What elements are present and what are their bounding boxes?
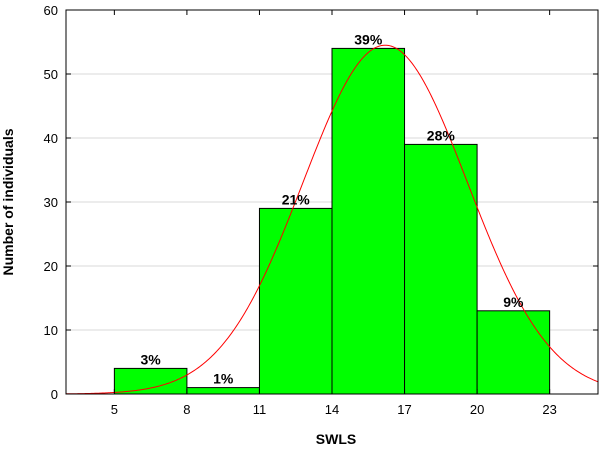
histogram-bar (113, 367, 188, 395)
histogram-bar (331, 47, 406, 395)
x-axis-title: SWLS (316, 431, 356, 447)
normal-fit-curve (65, 44, 599, 395)
bar-percent-label: 1% (213, 371, 234, 387)
x-tick-label: 17 (397, 402, 411, 417)
bar-percent-label: 28% (427, 127, 456, 143)
bar-percent-label: 21% (282, 191, 311, 207)
bars (113, 47, 551, 395)
x-tick-label: 20 (470, 402, 484, 417)
bar-percent-label: 9% (503, 294, 524, 310)
histogram-bar (258, 207, 333, 395)
y-tick-label: 40 (44, 131, 58, 146)
x-tick-label: 8 (183, 402, 190, 417)
y-tick-label: 0 (51, 387, 58, 402)
histogram-bar (186, 387, 260, 395)
y-tick-label: 50 (44, 67, 58, 82)
y-tick-label: 20 (44, 259, 58, 274)
x-tick-label: 23 (542, 402, 556, 417)
x-tick-label: 5 (111, 402, 118, 417)
histogram-bar (476, 310, 551, 395)
bar-percent-label: 39% (354, 31, 383, 47)
bar-percent-label: 3% (141, 351, 162, 367)
y-tick-label: 10 (44, 323, 58, 338)
x-tick-label: 14 (325, 402, 339, 417)
data-labels: 3% 1% 21% 39% 28% 9% (141, 31, 525, 386)
y-axis-title: Number of individuals (0, 128, 16, 275)
axis-ticks: 0 10 20 30 40 50 60 5 8 11 14 17 20 23 (44, 3, 598, 417)
y-tick-label: 60 (44, 3, 58, 18)
y-tick-label: 30 (44, 195, 58, 210)
x-tick-label: 11 (253, 402, 267, 417)
histogram-bar (404, 143, 478, 395)
